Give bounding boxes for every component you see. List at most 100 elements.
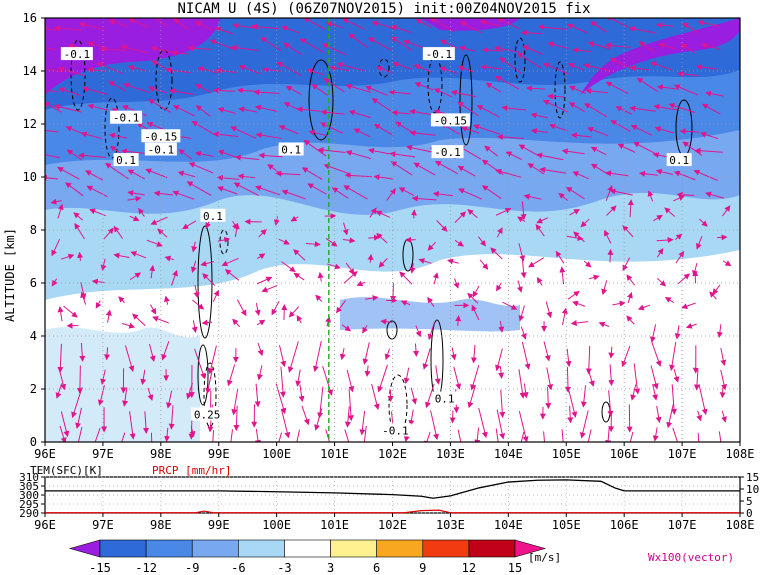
y-axis-ticks: 0 2 4 6 8 10 12 14 16: [23, 11, 45, 449]
wind-vector: [607, 390, 614, 417]
wind-vector: [612, 300, 626, 307]
wind-vector: [113, 252, 130, 259]
wind-vector: [719, 385, 726, 399]
wind-vector: [281, 189, 306, 200]
wind-vector: [470, 364, 480, 391]
wind-vector: [173, 105, 195, 117]
wind-vector: [59, 425, 67, 442]
wind-vector: [559, 266, 566, 285]
wind-vector: [481, 185, 502, 199]
colorbar-tick-label: 9: [419, 561, 426, 575]
wind-vector: [104, 162, 129, 180]
wind-vector: [104, 347, 111, 361]
wind-vector: [434, 365, 441, 385]
colorbar-tick-label: 12: [462, 561, 476, 575]
wind-vector: [501, 105, 526, 112]
wind-vector: [697, 432, 700, 442]
wind-vector: [427, 322, 435, 341]
wind-vector: [434, 160, 459, 175]
wind-vector: [322, 365, 334, 396]
wind-vector: [627, 291, 633, 304]
wind-vector: [454, 211, 467, 224]
wind-vector: [567, 290, 580, 300]
wind-vector: [80, 291, 87, 305]
wind-vector: [353, 128, 371, 138]
wind-vector: [362, 325, 368, 334]
wind-vector: [79, 342, 86, 362]
wind-vector: [261, 284, 278, 293]
wind-vector: [303, 18, 326, 30]
wind-vector: [108, 132, 128, 139]
wind-vector: [608, 346, 615, 359]
wind-vector: [153, 190, 174, 197]
wind-vector: [447, 258, 459, 265]
wind-vector: [681, 302, 696, 309]
wind-vector: [260, 36, 282, 52]
wind-vector: [673, 368, 680, 383]
wind-vector: [336, 300, 347, 314]
wind-vector: [518, 243, 526, 262]
wind-vector: [148, 343, 156, 362]
contour-7: [459, 54, 473, 146]
wind-vector: [217, 236, 231, 243]
wind-vector: [518, 305, 525, 322]
contour-label-bg: [110, 110, 143, 124]
wind-vector: [212, 131, 239, 138]
contour-label-bg: [422, 47, 455, 61]
lower-x-ticks: 96E 97E 98E 99E 100E 101E 102E 103E 104E 105E 106E…: [34, 513, 754, 532]
wind-vector: [650, 340, 662, 367]
wind-vector: [276, 61, 302, 76]
wind-vector: [629, 105, 656, 112]
wind-vector: [622, 257, 631, 272]
wind-vector: [520, 29, 543, 36]
wind-vector: [496, 18, 520, 30]
wind-vector: [604, 42, 631, 49]
wind-vector: [164, 427, 171, 442]
wind-vector: [543, 99, 569, 113]
wind-vector: [580, 218, 590, 228]
wind-vector: [127, 64, 147, 72]
wind-vector: [344, 406, 351, 428]
wind-vector: [130, 251, 147, 259]
wind-vector: [127, 169, 145, 180]
wind-vector: [194, 150, 214, 157]
colorbar-segment: [514, 539, 547, 558]
contour-10: [70, 39, 86, 111]
wind-vector: [146, 239, 163, 247]
wind-vector: [226, 364, 236, 387]
wind-vector: [408, 108, 436, 116]
wind-vector: [100, 369, 107, 385]
wind-vector: [224, 269, 240, 281]
wind-vector: [363, 425, 367, 442]
wind-vector: [216, 174, 240, 181]
wind-vector: [430, 410, 439, 441]
wind-vector: [671, 384, 678, 415]
contour-label-bg: [666, 153, 692, 167]
wind-vector: [256, 319, 266, 326]
wind-vector: [65, 126, 82, 134]
wind-vector: [157, 228, 168, 238]
wind-vector: [701, 103, 721, 115]
wind-vector: [567, 62, 585, 71]
wind-vector: [472, 285, 480, 298]
wind-vector: [295, 369, 302, 387]
wind-vector: [163, 295, 170, 305]
wind-vector: [57, 306, 64, 322]
wind-vector: [279, 345, 287, 368]
wind-vector: [287, 341, 299, 373]
wind-vector: [650, 61, 673, 71]
wind-vector: [314, 408, 323, 431]
wind-vector: [570, 320, 589, 327]
wind-vector: [697, 19, 721, 27]
wind-vector: [414, 82, 434, 91]
wind-vector: [118, 432, 126, 442]
wind-vector: [45, 174, 59, 181]
wind-vector: [207, 345, 217, 375]
wind-vector: [80, 131, 102, 140]
wind-vector: [566, 23, 588, 34]
contour-label-bg: [200, 208, 226, 222]
wind-vector: [87, 103, 108, 111]
wind-vector: [664, 207, 675, 217]
wind-vector: [254, 428, 261, 442]
wind-vector: [656, 237, 674, 244]
